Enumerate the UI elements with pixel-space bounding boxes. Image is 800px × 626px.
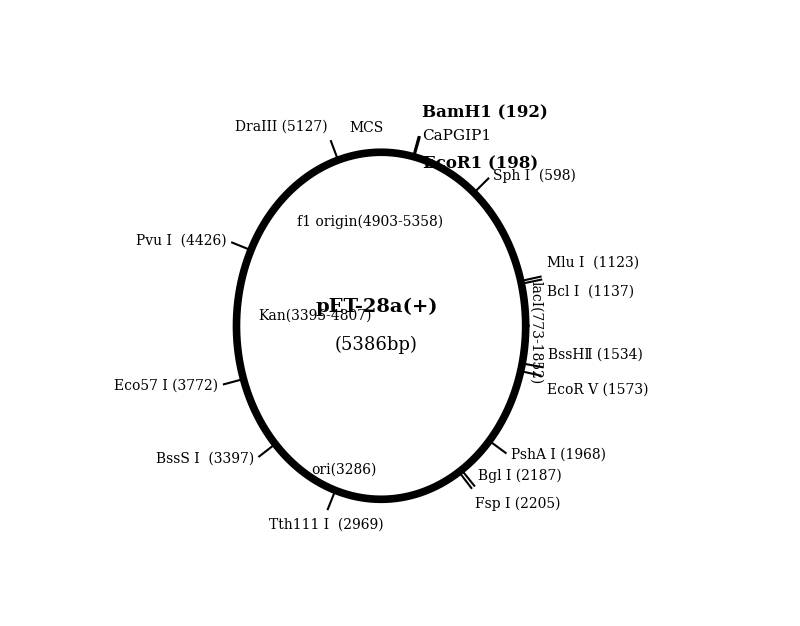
Text: Eco57 I (3772): Eco57 I (3772)	[114, 378, 218, 393]
Text: Tth111 I  (2969): Tth111 I (2969)	[269, 518, 384, 531]
Text: EcoR1 (198): EcoR1 (198)	[423, 155, 538, 172]
Polygon shape	[242, 244, 254, 269]
Text: pET-28a(+): pET-28a(+)	[315, 297, 438, 316]
Text: BssHⅡ (1534): BssHⅡ (1534)	[548, 348, 643, 362]
Text: f1 origin(4903-5358): f1 origin(4903-5358)	[297, 215, 443, 229]
Text: MCS: MCS	[350, 121, 383, 135]
Text: EcoR V (1573): EcoR V (1573)	[546, 382, 648, 396]
Text: Sph I  (598): Sph I (598)	[494, 168, 576, 183]
Text: Bgl I (2187): Bgl I (2187)	[478, 468, 562, 483]
Polygon shape	[375, 150, 402, 154]
Text: (5386bp): (5386bp)	[335, 336, 418, 354]
Text: CaPGIP1: CaPGIP1	[422, 129, 492, 143]
Text: ori(3286): ori(3286)	[311, 463, 377, 476]
Text: BssS I  (3397): BssS I (3397)	[155, 452, 254, 466]
Text: lacI(773-1852): lacI(773-1852)	[530, 281, 543, 384]
Text: Bcl I  (1137): Bcl I (1137)	[547, 285, 634, 299]
Polygon shape	[438, 473, 462, 486]
Text: Kan(3395-4807): Kan(3395-4807)	[258, 309, 372, 323]
Text: PshA I (1968): PshA I (1968)	[511, 448, 606, 462]
Text: DraIII (5127): DraIII (5127)	[234, 120, 327, 134]
Text: Mlu I  (1123): Mlu I (1123)	[546, 256, 639, 270]
Text: Fsp I (2205): Fsp I (2205)	[475, 497, 561, 511]
Text: BamH1 (192): BamH1 (192)	[422, 105, 548, 121]
Text: Pvu I  (4426): Pvu I (4426)	[135, 234, 226, 248]
